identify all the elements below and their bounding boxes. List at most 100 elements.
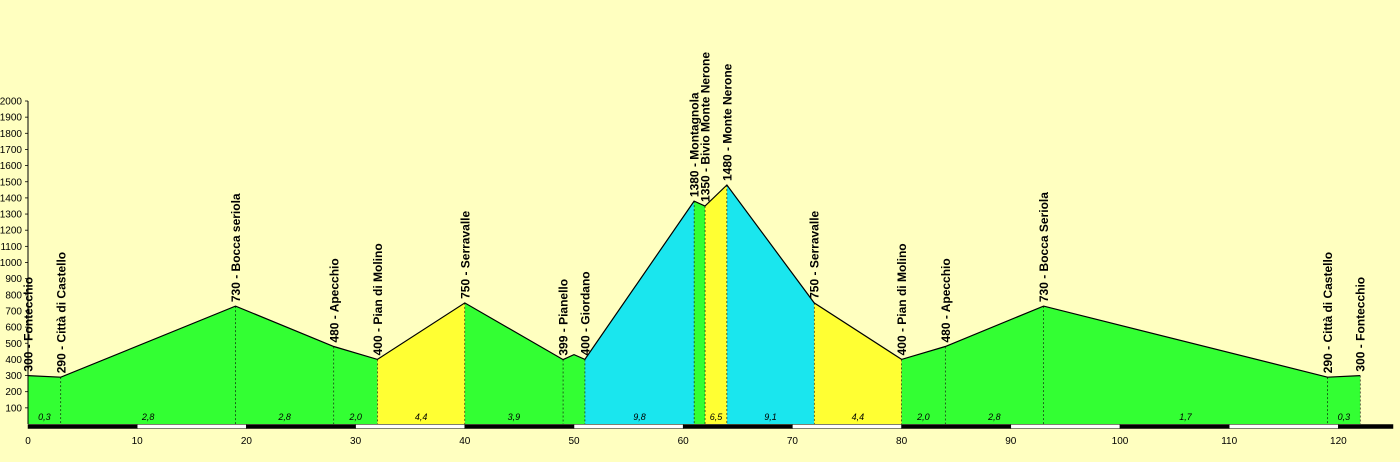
profile-segment-green (464, 302, 564, 424)
segment-gradient-label: 3,9 (508, 412, 521, 422)
waypoint-label: 399 - Pianello (557, 279, 571, 356)
profile-segment-cyan (584, 201, 695, 424)
waypoint-label: 480 - Apecchio (327, 258, 341, 342)
x-tick-label: 100 (1112, 436, 1129, 447)
x-tick-label: 90 (1005, 436, 1017, 447)
x-tick-label: 60 (678, 436, 690, 447)
gradient-label-layer: 0,3 2,8 2,8 2,0 4,4 3,9 9,8 6,5 9,1 4,4 2,0 2,8 1,7 0… (38, 412, 1350, 422)
y-tick-label: 1500 (0, 177, 22, 188)
profile-segment-green (901, 346, 946, 424)
profile-segment-yellow (377, 302, 465, 424)
y-tick-label: 1700 (0, 145, 22, 156)
x-scale-bar-white (573, 424, 684, 429)
y-tick-label: 800 (5, 290, 22, 301)
y-tick-label: 1200 (0, 226, 22, 237)
profile-segment-green (1043, 306, 1328, 424)
x-tick-label: 50 (568, 436, 580, 447)
segment-gradient-label: 9,1 (764, 412, 777, 422)
waypoint-label: 400 - Pian di Molino (895, 243, 909, 355)
x-tick-label: 30 (350, 436, 362, 447)
y-tick-label: 1800 (0, 129, 22, 140)
y-tick-label: 500 (5, 339, 22, 350)
waypoint-label: 1480 - Monte Nerone (720, 63, 734, 181)
x-tick-label: 40 (459, 436, 471, 447)
x-scale-bar-black (27, 424, 138, 429)
segment-gradient-label: 2,0 (916, 412, 930, 422)
y-tick-label: 1000 (0, 258, 22, 269)
segment-gradient-label: 4,4 (415, 412, 428, 422)
x-scale-bar-white (1010, 424, 1121, 429)
y-tick-label: 1300 (0, 210, 22, 221)
waypoint-label: 750 - Serravalle (808, 210, 822, 298)
segment-gradient-label: 0,3 (38, 412, 51, 422)
waypoint-label: 1350 - Bivio Monte Nerone (698, 52, 712, 202)
x-scale-bar-black (901, 424, 1012, 429)
x-scale-bar-white (792, 424, 902, 429)
profile-segment-green (235, 306, 334, 424)
x-scale-bar-white (355, 424, 466, 429)
segment-gradient-label: 4,4 (852, 412, 865, 422)
y-tick-label: 200 (5, 387, 22, 398)
y-tick-label: 1900 (0, 113, 22, 124)
profile-segment-green (60, 306, 236, 424)
profile-outline (27, 184, 1361, 378)
segment-gradient-label: 6,5 (710, 412, 724, 422)
x-scale-bar-black (1119, 424, 1230, 429)
segment-gradient-label: 2,8 (141, 412, 155, 422)
waypoint-label: 290 - Città di Castello (54, 252, 68, 373)
waypoint-label: 300 - Fontecchio (21, 277, 35, 372)
y-tick-label: 2000 (0, 97, 22, 108)
profile-segment-green (563, 354, 585, 424)
y-tick-label: 100 (5, 403, 22, 414)
y-tick-label: 700 (5, 306, 22, 317)
profile-fill-layer (28, 185, 1361, 424)
waypoint-label: 300 - Fontecchio (1354, 277, 1368, 372)
waypoint-label: 1380 - Montagnola (688, 92, 702, 197)
waypoint-label: 290 - Città di Castello (1321, 252, 1335, 373)
profile-segment-yellow (814, 302, 902, 424)
profile-segment-green (28, 375, 61, 424)
waypoint-label: 730 - Bocca seriola (229, 193, 243, 302)
x-tick-label: 80 (896, 436, 908, 447)
x-scale-bar-white (1228, 424, 1339, 429)
waypoint-divider-layer (27, 184, 1361, 424)
x-tick-label: 10 (132, 436, 144, 447)
profile-segment-cyan (726, 185, 815, 424)
waypoint-label: 730 - Bocca Seriola (1037, 192, 1051, 302)
waypoint-label: 750 - Serravalle (458, 211, 472, 299)
segment-gradient-label: 1,7 (1179, 412, 1193, 422)
waypoint-label: 400 - Giordano (578, 271, 592, 355)
profile-segment-green (694, 201, 705, 424)
x-tick-label: 70 (787, 436, 799, 447)
segment-gradient-label: 9,8 (633, 412, 646, 422)
x-tick-label: 20 (241, 436, 253, 447)
segment-gradient-label: 2,8 (987, 412, 1001, 422)
x-scale-bar-black (682, 424, 793, 429)
y-tick-label: 600 (5, 323, 22, 334)
waypoint-label-layer: 300 - Fontecchio 290 - Città di Castello 7… (21, 52, 1367, 374)
x-scale-bar-black (464, 424, 575, 429)
y-tick-label: 1100 (0, 242, 22, 253)
x-scale-bar-black (1338, 424, 1394, 429)
waypoint-label: 400 - Pian di Molino (371, 243, 385, 355)
x-tick-label: 110 (1221, 436, 1237, 447)
profile-segment-yellow (705, 185, 727, 424)
x-tick-label: 0 (25, 436, 31, 447)
waypoint-label: 480 - Apecchio (939, 258, 953, 342)
y-tick-label: 1600 (0, 161, 22, 172)
x-scale-bar-white (136, 424, 247, 429)
profile-segment-green (945, 306, 1044, 424)
y-tick-label: 400 (5, 355, 22, 366)
x-scale-bar-black (246, 424, 356, 429)
y-tick-label: 300 (5, 371, 22, 382)
profile-segment-green (1327, 375, 1361, 424)
segment-gradient-label: 0,3 (1338, 412, 1351, 422)
profile-segment-green (333, 346, 378, 424)
y-tick-label: 900 (5, 274, 22, 285)
y-tick-label: 1400 (0, 193, 22, 204)
segment-gradient-label: 2,0 (348, 412, 362, 422)
x-tick-label: 120 (1330, 436, 1347, 447)
segment-gradient-label: 2,8 (277, 412, 291, 422)
axes-layer: 1002003004005006007008009001000110012001… (0, 97, 1394, 447)
